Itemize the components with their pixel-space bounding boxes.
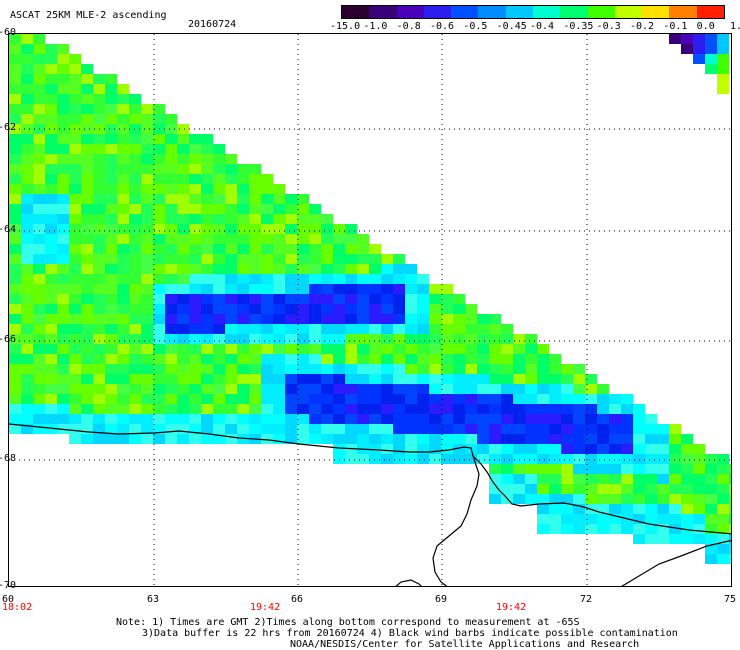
colorbar-swatch [642,6,670,18]
note-line: Note: 1) Times are GMT 2)Times along bot… [116,617,580,628]
note-line: 3)Data buffer is 22 hrs from 20160724 4)… [142,628,678,639]
colorbar-label: -0.1 [663,21,688,32]
map-frame [8,33,732,587]
lat-label: -70 [0,580,17,591]
coastline-island [395,579,422,586]
lat-label: -60 [0,27,17,38]
colorbar-swatch [587,6,615,18]
time-label: 19:42 [496,602,527,613]
coastline [9,423,731,535]
coastline-east [621,539,731,586]
colorbar-label: -0.4 [530,21,555,32]
colorbar-label: -0.8 [396,21,421,32]
lat-label: -66 [0,334,17,345]
colorbar-swatch [614,6,643,18]
colorbar-label: -1.0 [363,21,388,32]
colorbar-label: 0.0 [696,21,715,32]
product-date: 20160724 [188,19,237,30]
time-label: 18:02 [2,602,33,613]
colorbar-swatch [369,6,397,18]
note-line: NOAA/NESDIS/Center for Satellite Applica… [290,639,640,650]
time-label: 19:42 [250,602,281,613]
lon-label: 72 [580,594,593,605]
colorbar-swatch [396,6,424,18]
colorbar-label: -0.5 [463,21,488,32]
colorbar-swatch [560,6,588,18]
colorbar-swatch [423,6,452,18]
colorbar-swatch [532,6,561,18]
colorbar-swatch [505,6,533,18]
scatterometer-map [9,34,731,586]
colorbar-label: -0.35 [563,21,594,32]
colorbar-label: -0.3 [596,21,621,32]
colorbar-swatch [342,6,370,18]
colorbar-label: -0.2 [630,21,655,32]
colorbar-labels: -15.0 -1.0 -0.8 -0.6 -0.5 -0.45 -0.4 -0.35 -0.3-… [330,21,740,33]
lat-label: -64 [0,224,17,235]
lon-label: 63 [147,594,160,605]
lon-label: 69 [435,594,448,605]
lat-label: -68 [0,453,17,464]
colorbar-label: 1.0 [730,21,740,32]
colorbar-label: -0.6 [430,21,455,32]
product-title: ASCAT 25KM MLE-2 ascending [10,10,167,21]
lon-label: 75 [724,594,737,605]
colorbar-label: -15.0 [330,21,361,32]
colorbar-swatch [478,6,506,18]
coastline-inlet [432,455,480,586]
colorbar-swatch [696,6,724,18]
lon-label: 60 [2,594,15,605]
colorbar-swatch [451,6,479,18]
lat-label: -62 [0,122,17,133]
lon-label: 66 [291,594,304,605]
colorbar [341,5,725,19]
colorbar-swatch [669,6,697,18]
colorbar-label: -0.45 [496,21,527,32]
